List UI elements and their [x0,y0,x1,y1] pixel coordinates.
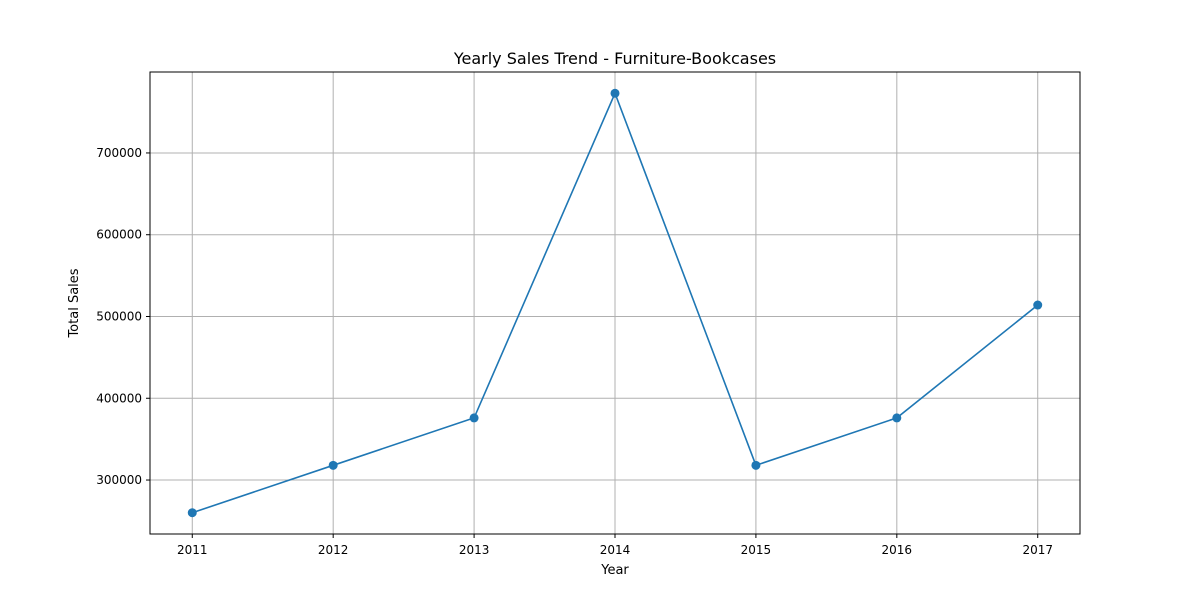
x-tick-label: 2011 [177,543,208,557]
y-axis-label: Total Sales [67,268,82,338]
y-tick-label: 500000 [96,309,142,323]
y-tick-label: 600000 [96,228,142,242]
x-axis-label: Year [600,563,629,578]
data-point-2011 [187,508,197,518]
data-point-2017 [1033,300,1043,310]
data-point-2014 [610,88,620,98]
x-tick-label: 2016 [882,543,913,557]
data-point-2016 [892,413,902,423]
data-point-2012 [328,460,338,470]
y-tick-label: 300000 [96,473,142,487]
chart-title: Yearly Sales Trend - Furniture-Bookcases [453,49,776,68]
y-tick-label: 400000 [96,391,142,405]
data-point-2015 [751,460,761,470]
x-tick-label: 2012 [318,543,349,557]
x-tick-label: 2017 [1022,543,1053,557]
x-tick-label: 2015 [741,543,772,557]
x-tick-label: 2014 [600,543,631,557]
series-layer [187,88,1043,518]
ticks-layer: 2011 2012 2013 2014 2015 2016 2017 300000 400000… [96,146,1053,557]
grid-layer [150,72,1080,534]
x-tick-label: 2013 [459,543,490,557]
y-tick-label: 700000 [96,146,142,160]
data-point-2013 [469,413,479,423]
